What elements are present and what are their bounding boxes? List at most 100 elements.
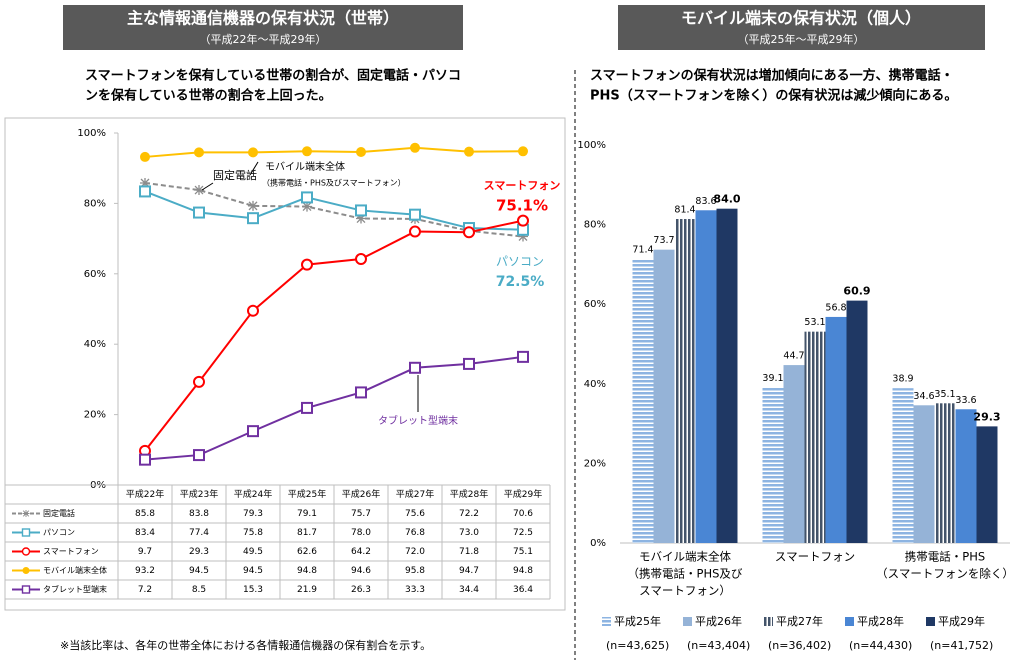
- table-cell: 79.1: [297, 509, 317, 519]
- bar: [716, 208, 738, 543]
- table-cell: 93.2: [135, 566, 155, 576]
- marker: [247, 425, 259, 438]
- table-cell: 64.2: [351, 547, 371, 557]
- legend-n: (n=44,430): [849, 639, 912, 652]
- table-cell: 73.0: [459, 528, 479, 538]
- legend-label: 平成28年: [857, 614, 904, 628]
- marker: [301, 258, 313, 271]
- leader: [201, 182, 214, 191]
- table-cell: 79.3: [243, 509, 263, 519]
- footnote: ※当該比率は、各年の世帯全体における各情報通信機器の保有割合を示す。: [60, 638, 431, 652]
- table-cell: 85.8: [135, 509, 155, 519]
- marker: [356, 147, 366, 158]
- x-tick-label: 平成27年: [396, 488, 434, 500]
- table-cell: 62.6: [297, 547, 317, 557]
- bar: [695, 210, 717, 543]
- marker: [302, 146, 312, 157]
- table-cell: 36.4: [513, 585, 533, 595]
- value-label: 81.4: [674, 205, 695, 216]
- y-tick-label: 40%: [584, 379, 606, 390]
- table-cell: 75.6: [405, 509, 425, 519]
- table-cell: 75.7: [351, 509, 371, 519]
- legend-label: モバイル端末全体: [43, 565, 107, 575]
- marker: [139, 185, 151, 198]
- bar: [632, 258, 654, 543]
- marker: [518, 146, 528, 157]
- annotation: 固定電話: [213, 168, 257, 182]
- x-tick-label: （携帯電話・PHS及び: [628, 567, 743, 581]
- marker: [248, 200, 258, 211]
- bar: [762, 387, 784, 543]
- x-tick-label: 平成28年: [450, 488, 488, 500]
- legend-label: 平成26年: [695, 614, 742, 628]
- legend-label: タブレット型端末: [43, 584, 107, 594]
- marker: [410, 142, 420, 153]
- table-cell: 75.1: [513, 547, 533, 557]
- annotation: （携帯電話・PHS及びスマートフォン）: [262, 178, 406, 188]
- table-cell: 70.6: [513, 509, 533, 519]
- x-tick-label: スマートフォン）: [639, 584, 731, 598]
- panel-subtitle: （平成25年～平成29年）: [738, 32, 865, 46]
- x-tick-label: モバイル端末全体: [639, 550, 731, 564]
- bar: [825, 316, 847, 543]
- value-label: 56.8: [825, 302, 846, 313]
- marker: [355, 386, 367, 399]
- marker: [301, 401, 313, 414]
- description: スマートフォンの保有状況は増加傾向にある一方、携帯電話・: [590, 68, 954, 84]
- table-cell: 21.9: [297, 585, 317, 595]
- table-cell: 49.5: [243, 547, 263, 557]
- value-label: 84.0: [713, 193, 740, 206]
- legend-swatch: [683, 617, 692, 626]
- annotation: モバイル端末全体: [265, 160, 345, 173]
- value-label: 35.1: [934, 389, 955, 400]
- y-tick-label: 80%: [84, 198, 106, 209]
- series-line: [144, 146, 524, 158]
- legend-label: 平成29年: [938, 614, 985, 628]
- leader: [249, 161, 259, 176]
- table-cell: 83.4: [135, 528, 155, 538]
- marker: [193, 206, 205, 219]
- value-label: 38.9: [892, 374, 913, 385]
- marker: [463, 226, 475, 239]
- x-tick-label: スマートフォン: [775, 550, 855, 564]
- table-cell: 81.7: [297, 528, 317, 538]
- value-label: 34.6: [913, 391, 934, 402]
- x-tick-label: 平成25年: [288, 488, 326, 500]
- panel-title: モバイル端末の保有状況（個人）: [681, 9, 921, 28]
- legend-label: 平成27年: [776, 614, 823, 628]
- legend-n: (n=41,752): [930, 639, 993, 652]
- table-cell: 29.3: [189, 547, 209, 557]
- y-tick-label: 100%: [77, 128, 106, 139]
- description: ンを保有している世帯の割合を上回った。: [85, 88, 332, 104]
- legend-marker: [21, 547, 31, 556]
- value-label: 83.6: [695, 196, 716, 207]
- marker: [409, 361, 421, 374]
- marker: [140, 151, 150, 162]
- legend-swatch: [764, 617, 773, 626]
- table-cell: 26.3: [351, 585, 371, 595]
- x-tick-label: 平成24年: [234, 488, 272, 500]
- bar: [913, 405, 935, 543]
- marker: [355, 253, 367, 266]
- marker: [517, 214, 529, 227]
- table-cell: 33.3: [405, 585, 425, 595]
- panel-title: 主な情報通信機器の保有状況（世帯）: [127, 9, 399, 28]
- table-cell: 78.0: [351, 528, 371, 538]
- marker: [194, 147, 204, 158]
- table-cell: 9.7: [138, 547, 152, 557]
- bar: [976, 426, 998, 543]
- x-tick-label: 平成29年: [504, 488, 542, 500]
- legend-swatch: [602, 617, 611, 626]
- table-cell: 8.5: [192, 585, 206, 595]
- value-label: 71.4: [632, 244, 653, 255]
- bar: [674, 219, 696, 543]
- legend-swatch: [926, 617, 935, 626]
- legend-label: 平成25年: [614, 614, 661, 628]
- marker: [194, 185, 204, 196]
- value-label: 29.3: [973, 410, 1000, 423]
- panel-subtitle: （平成22年～平成29年）: [200, 32, 327, 46]
- annotation: スマートフォン: [484, 179, 561, 192]
- x-tick-label: 平成23年: [180, 488, 218, 500]
